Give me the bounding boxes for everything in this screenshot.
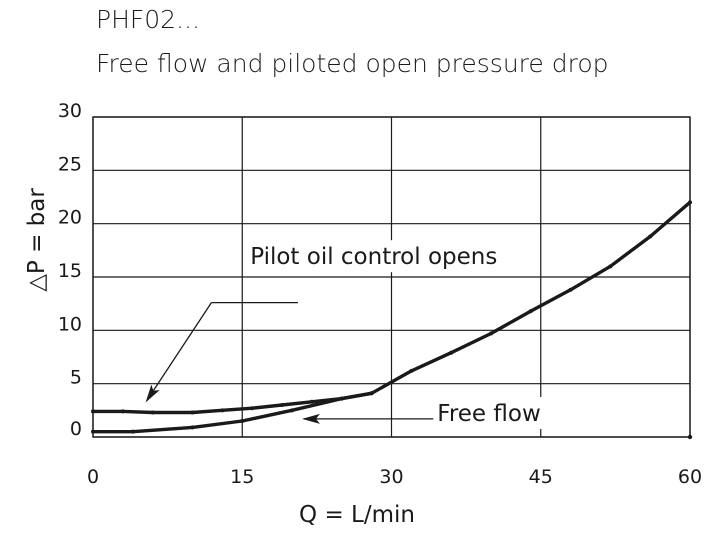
data-point bbox=[528, 309, 533, 314]
x-tick-label: 0 bbox=[87, 466, 99, 488]
x-tick-labels: 0 15 30 45 60 bbox=[87, 466, 702, 488]
data-point bbox=[369, 391, 374, 396]
y-tick-labels: 0 5 10 15 20 25 30 bbox=[58, 100, 82, 440]
y-tick-label: 25 bbox=[58, 153, 82, 175]
x-axis-label: Q = L/min bbox=[299, 502, 415, 528]
data-point bbox=[688, 200, 692, 205]
annotation-pilot-oil: Pilot oil control opens bbox=[250, 244, 497, 270]
y-tick-label: 10 bbox=[58, 313, 82, 335]
data-point bbox=[150, 410, 155, 415]
annotation-free-flow: Free flow bbox=[437, 401, 541, 427]
series-group bbox=[91, 200, 692, 434]
data-point bbox=[409, 368, 414, 373]
data-point bbox=[449, 350, 454, 355]
axis-end-dot bbox=[687, 434, 693, 440]
grid bbox=[92, 116, 691, 438]
data-point bbox=[309, 399, 314, 404]
x-tick-label: 30 bbox=[379, 466, 403, 488]
annotation-arrow-pilot bbox=[145, 302, 212, 403]
x-tick-label: 60 bbox=[678, 466, 702, 488]
y-axis-label: △P = bar bbox=[24, 188, 50, 292]
plot-frame bbox=[92, 116, 693, 440]
data-point bbox=[240, 419, 245, 423]
chart-subtitle: Free flow and piloted open pressure drop bbox=[96, 49, 609, 78]
data-point bbox=[568, 287, 573, 292]
x-tick-label: 15 bbox=[230, 466, 254, 488]
y-tick-label: 15 bbox=[58, 260, 82, 282]
data-point bbox=[91, 429, 95, 434]
data-point bbox=[648, 234, 653, 239]
x-tick-label: 45 bbox=[529, 466, 553, 488]
data-point bbox=[290, 408, 294, 413]
data-point bbox=[339, 396, 344, 401]
chart-title: PHF02... bbox=[96, 5, 200, 34]
data-point bbox=[91, 409, 95, 414]
annotations-group: Pilot oil control opens Free flow bbox=[145, 240, 560, 429]
data-point bbox=[280, 403, 285, 407]
y-tick-label: 0 bbox=[70, 418, 82, 440]
data-point bbox=[608, 264, 613, 269]
y-tick-label: 5 bbox=[70, 367, 82, 389]
data-point bbox=[190, 425, 195, 430]
annotation-bg bbox=[435, 397, 560, 429]
data-point bbox=[220, 408, 225, 413]
data-point bbox=[250, 406, 255, 411]
data-point bbox=[489, 331, 493, 336]
data-point bbox=[190, 410, 195, 415]
annotation-bg bbox=[246, 240, 539, 273]
data-point bbox=[120, 409, 125, 414]
plot-border bbox=[92, 116, 691, 438]
y-tick-label: 30 bbox=[58, 100, 82, 122]
data-point bbox=[130, 429, 135, 434]
y-tick-label: 20 bbox=[58, 207, 82, 229]
